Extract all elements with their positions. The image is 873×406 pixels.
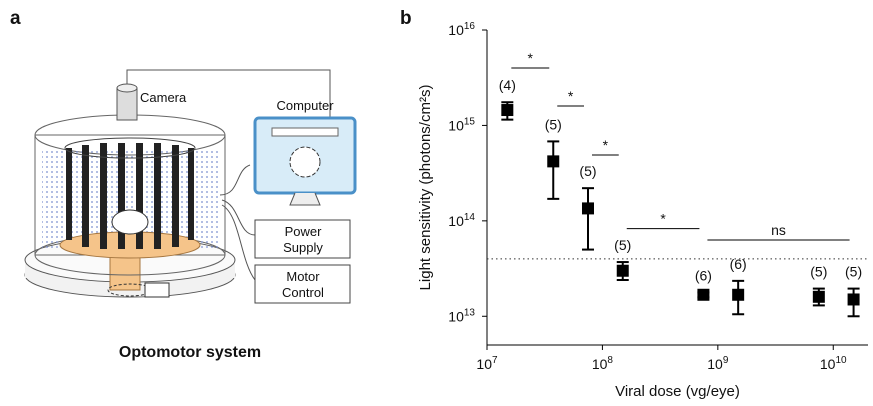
tick-label: 1014 [448, 212, 475, 229]
n-label: (5) [545, 116, 562, 132]
tick-exponent: 8 [607, 355, 613, 366]
significance-label: ns [771, 222, 786, 238]
power-label: Supply [283, 240, 323, 255]
y-axis-label: Light sensitivity (photons/cm²s) [417, 85, 434, 291]
n-label: (5) [810, 264, 827, 280]
tick-label: 1013 [448, 307, 475, 324]
power-label: Power [285, 224, 323, 239]
tick-exponent: 14 [464, 212, 476, 223]
x-axis-label: Viral dose (vg/eye) [615, 383, 740, 400]
tick-exponent: 16 [464, 21, 476, 32]
tick-exponent: 13 [464, 307, 476, 318]
camera-label: Camera [140, 90, 187, 105]
tick-label: 1015 [448, 116, 475, 133]
motor-label: Control [282, 285, 324, 300]
panel-label: a [10, 8, 21, 29]
n-label: (6) [730, 256, 747, 272]
tick-exponent: 7 [492, 355, 498, 366]
marker [581, 202, 594, 215]
n-label: (5) [845, 264, 862, 280]
tick-label: 1016 [448, 21, 475, 38]
computer-label: Computer [276, 98, 334, 113]
marker [812, 290, 825, 303]
tick-label: 108 [592, 355, 614, 372]
significance-label: * [568, 88, 574, 104]
n-label: (5) [614, 237, 631, 253]
optomotor-diagram: Camera Computer Power Supply Motor Contr… [24, 69, 357, 361]
significance-label: * [528, 50, 534, 66]
tick-label: 107 [476, 355, 498, 372]
n-label: (6) [695, 267, 712, 283]
motor-label: Motor [286, 269, 320, 284]
panel-label: b [400, 8, 412, 29]
marker [732, 288, 745, 301]
marker [616, 264, 629, 277]
tick-label: 1010 [820, 355, 847, 372]
tick-exponent: 15 [464, 116, 476, 127]
marker [501, 104, 514, 117]
n-label: (5) [579, 163, 596, 179]
marker [847, 293, 860, 306]
marker [697, 288, 710, 301]
significance-label: * [660, 211, 666, 227]
marker [547, 155, 560, 168]
tick-exponent: 10 [835, 355, 847, 366]
caption: Optomotor system [119, 344, 261, 361]
n-label: (4) [499, 77, 516, 93]
tick-exponent: 9 [723, 355, 729, 366]
tick-label: 109 [707, 355, 729, 372]
significance-label: * [603, 137, 609, 153]
